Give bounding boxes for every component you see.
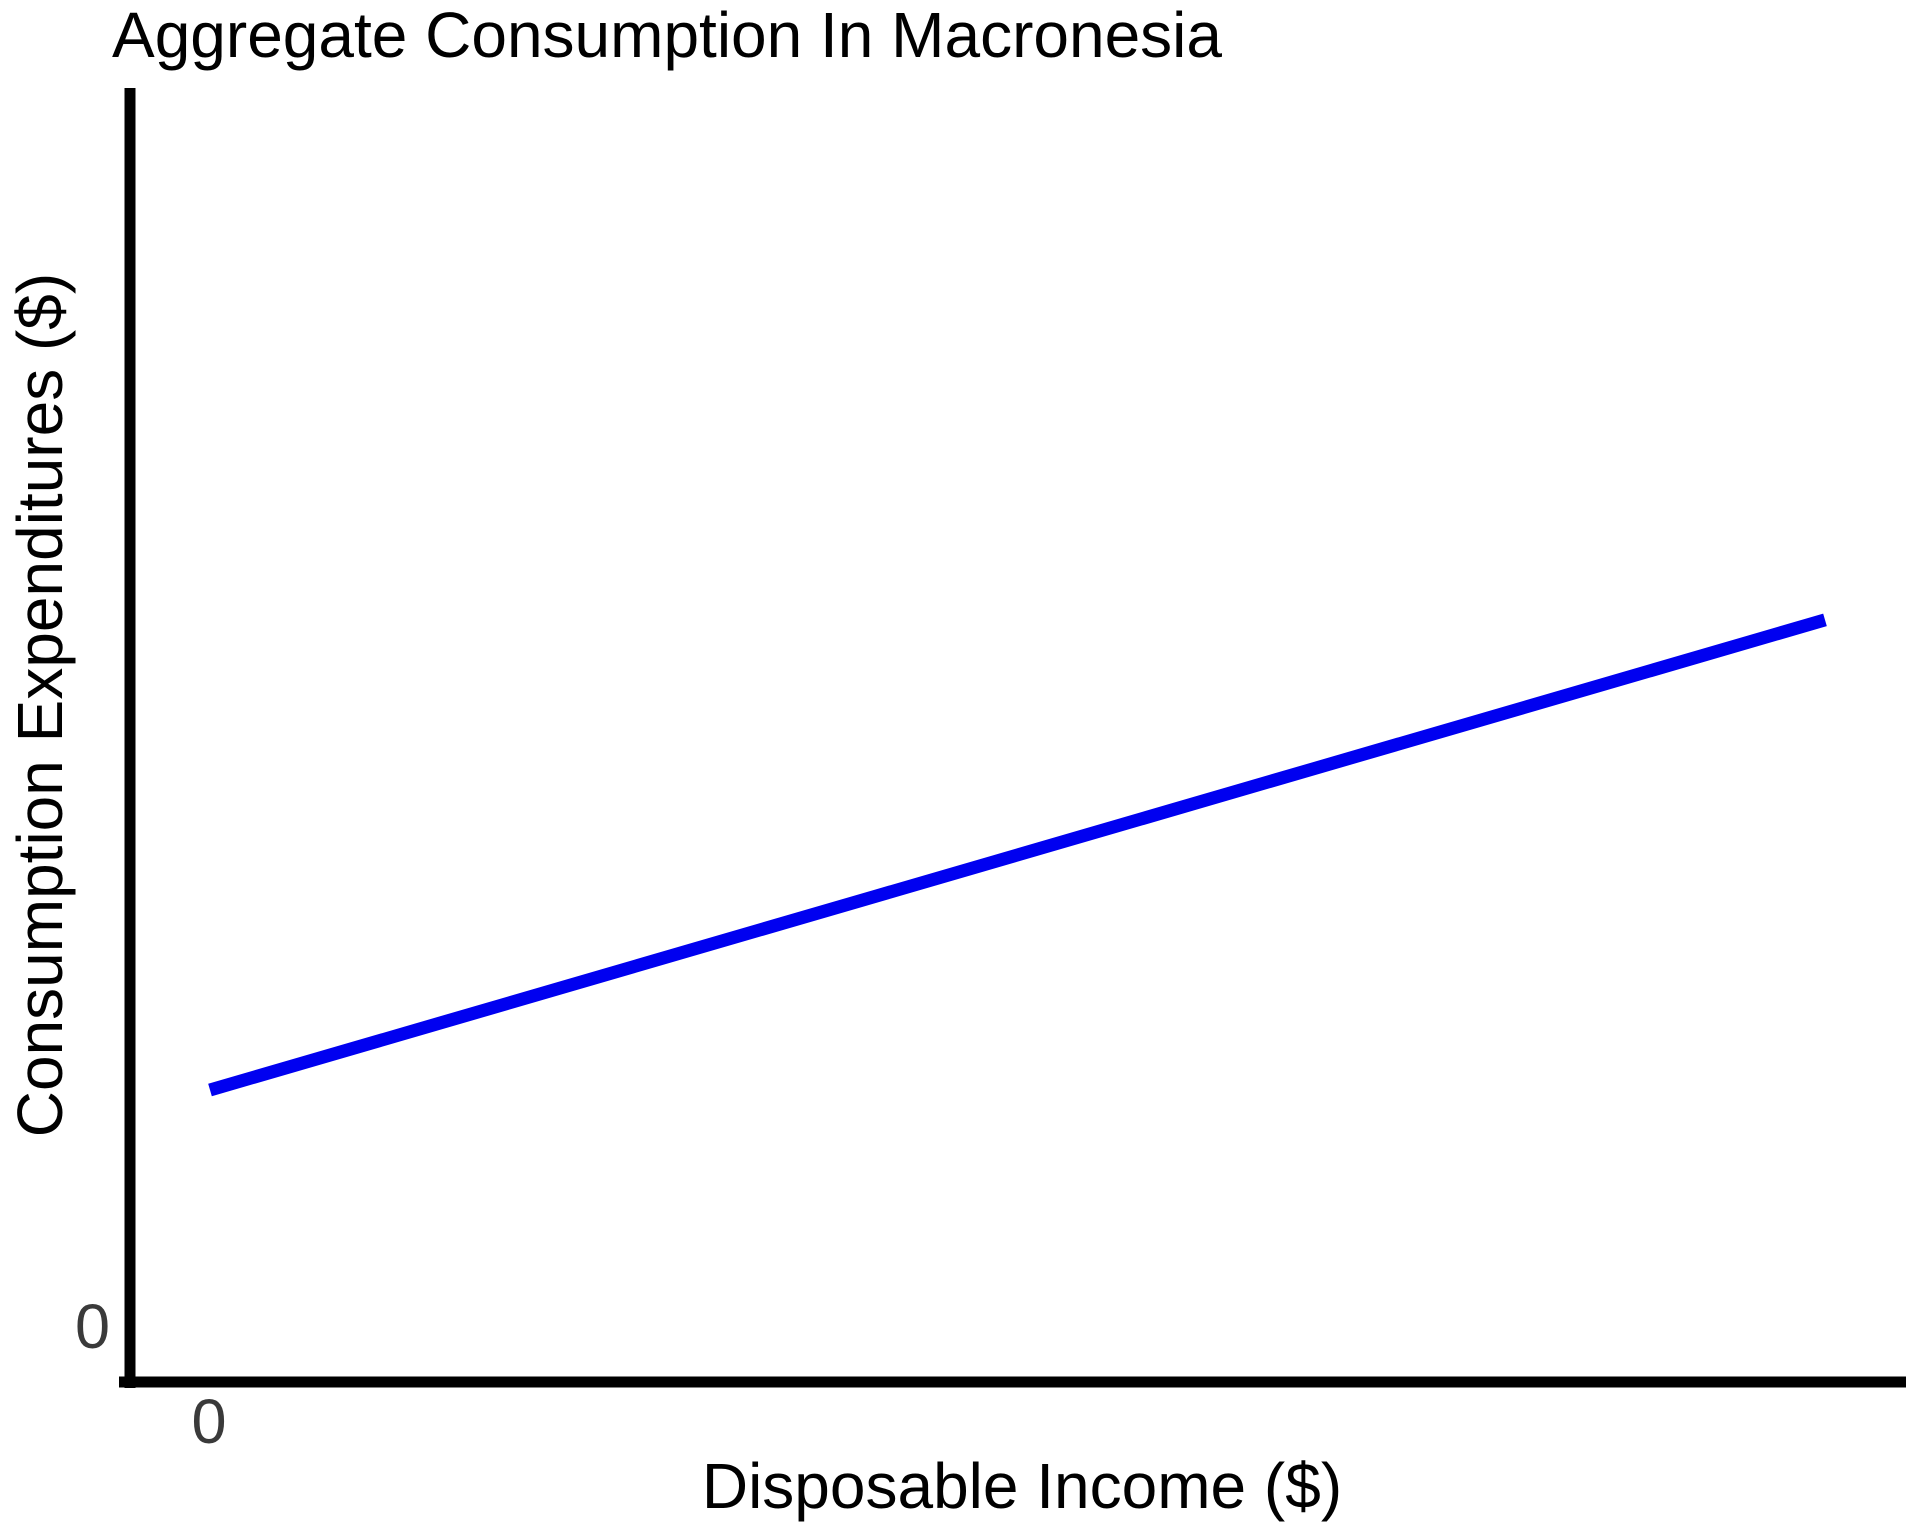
y-axis-label: Consumption Expenditures ($) <box>4 273 76 1137</box>
chart-title: Aggregate Consumption In Macronesia <box>112 0 1222 71</box>
y-tick-label-zero: 0 <box>75 1292 110 1362</box>
x-tick-label-zero: 0 <box>191 1387 226 1457</box>
consumption-line <box>208 613 1827 1097</box>
x-axis-label: Disposable Income ($) <box>702 1450 1342 1522</box>
